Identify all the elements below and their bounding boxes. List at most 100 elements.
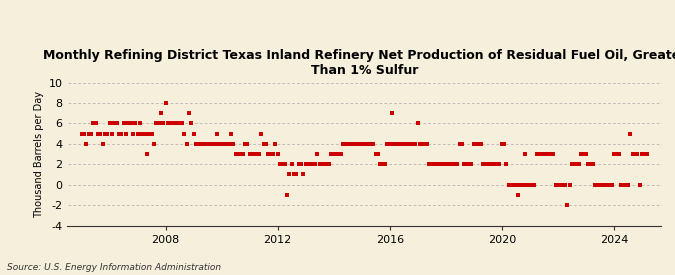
Point [387, 111, 398, 115]
Point [167, 121, 178, 126]
Point [597, 182, 608, 187]
Point [331, 152, 342, 156]
Point [172, 121, 183, 126]
Point [448, 162, 458, 166]
Point [216, 142, 227, 146]
Point [99, 131, 110, 136]
Point [576, 152, 587, 156]
Point [468, 142, 479, 146]
Point [92, 131, 103, 136]
Point [522, 182, 533, 187]
Point [300, 162, 311, 166]
Point [111, 121, 122, 126]
Point [179, 131, 190, 136]
Point [433, 162, 444, 166]
Point [125, 121, 136, 126]
Point [539, 152, 549, 156]
Point [450, 162, 460, 166]
Point [466, 162, 477, 166]
Point [478, 162, 489, 166]
Point [312, 152, 323, 156]
Point [382, 142, 393, 146]
Point [116, 131, 127, 136]
Point [422, 142, 433, 146]
Point [470, 142, 481, 146]
Point [291, 172, 302, 177]
Point [483, 162, 493, 166]
Point [429, 162, 439, 166]
Point [543, 152, 554, 156]
Point [176, 121, 187, 126]
Point [214, 142, 225, 146]
Point [345, 142, 356, 146]
Point [158, 121, 169, 126]
Point [585, 162, 596, 166]
Point [552, 182, 563, 187]
Point [641, 152, 652, 156]
Point [475, 142, 486, 146]
Point [272, 152, 283, 156]
Point [595, 182, 605, 187]
Point [323, 162, 334, 166]
Point [427, 162, 437, 166]
Point [310, 162, 321, 166]
Point [379, 162, 390, 166]
Point [417, 142, 428, 146]
Point [494, 162, 505, 166]
Point [375, 162, 386, 166]
Point [526, 182, 537, 187]
Point [547, 152, 558, 156]
Point [438, 162, 449, 166]
Point [587, 162, 598, 166]
Point [293, 162, 304, 166]
Point [118, 121, 129, 126]
Point [265, 152, 276, 156]
Text: Source: U.S. Energy Information Administration: Source: U.S. Energy Information Administ… [7, 263, 221, 272]
Point [627, 152, 638, 156]
Point [601, 182, 612, 187]
Point [76, 131, 87, 136]
Point [338, 142, 348, 146]
Point [132, 131, 143, 136]
Point [342, 142, 353, 146]
Point [315, 162, 325, 166]
Point [373, 152, 383, 156]
Point [352, 142, 362, 146]
Point [611, 152, 622, 156]
Point [440, 162, 451, 166]
Point [368, 142, 379, 146]
Point [205, 142, 215, 146]
Point [259, 142, 269, 146]
Point [186, 121, 196, 126]
Point [389, 142, 400, 146]
Point [95, 131, 105, 136]
Point [457, 142, 468, 146]
Point [104, 121, 115, 126]
Point [146, 131, 157, 136]
Point [190, 142, 201, 146]
Point [485, 162, 495, 166]
Point [583, 162, 593, 166]
Point [414, 142, 425, 146]
Point [473, 142, 484, 146]
Point [462, 162, 472, 166]
Point [520, 152, 531, 156]
Point [606, 182, 617, 187]
Point [83, 131, 94, 136]
Point [97, 142, 108, 146]
Point [184, 111, 194, 115]
Point [639, 152, 649, 156]
Point [286, 162, 297, 166]
Point [394, 142, 404, 146]
Point [625, 131, 636, 136]
Point [592, 182, 603, 187]
Point [560, 182, 570, 187]
Point [333, 152, 344, 156]
Point [363, 142, 374, 146]
Point [128, 131, 138, 136]
Point [261, 142, 271, 146]
Point [225, 131, 236, 136]
Point [480, 162, 491, 166]
Point [317, 162, 327, 166]
Point [508, 182, 519, 187]
